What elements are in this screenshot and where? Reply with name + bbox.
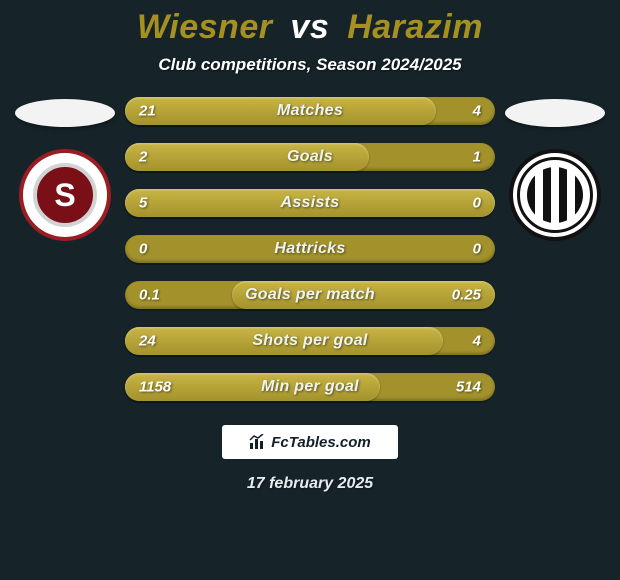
stat-value-right: 1 [473, 149, 481, 166]
title-player1: Wiesner [137, 8, 272, 46]
title: Wiesner vs Harazim [137, 8, 483, 47]
player1-club-logo: S [19, 149, 111, 241]
title-player2: Harazim [347, 8, 483, 46]
stat-label: Shots per goal [125, 332, 495, 350]
left-player-column: S [5, 97, 125, 241]
stat-row: Min per goal1158 514 [125, 373, 495, 401]
stat-value-right: 4 [473, 333, 481, 350]
fctables-watermark: FcTables.com [222, 425, 398, 459]
stat-row: Goals2 1 [125, 143, 495, 171]
stat-value-right: 0 [473, 241, 481, 258]
stat-label: Goals [125, 148, 495, 166]
stat-value-left: 5 [139, 195, 147, 212]
stat-row: Goals per match0.1 0.25 [125, 281, 495, 309]
stat-label: Goals per match [125, 286, 495, 304]
subtitle: Club competitions, Season 2024/2025 [158, 55, 461, 75]
stat-value-right: 4 [473, 103, 481, 120]
stat-row: Hattricks0 0 [125, 235, 495, 263]
title-vs: vs [290, 8, 329, 46]
comparison-area: S Matches214Goals21Assists50Hattricks00G… [0, 97, 620, 401]
stat-value-right: 0 [473, 195, 481, 212]
stat-value-left: 0.1 [139, 287, 160, 304]
stat-row: Matches21 4 [125, 97, 495, 125]
stat-label: Hattricks [125, 240, 495, 258]
stat-value-left: 2 [139, 149, 147, 166]
stat-row: Assists5 0 [125, 189, 495, 217]
stat-label: Assists [125, 194, 495, 212]
chart-icon [249, 434, 267, 450]
sparta-letter: S [33, 163, 97, 227]
stat-row: Shots per goal24 4 [125, 327, 495, 355]
infographic-root: Wiesner vs Harazim Club competitions, Se… [0, 0, 620, 580]
right-player-column [495, 97, 615, 241]
fctables-label: FcTables.com [271, 434, 370, 451]
player1-flag [15, 99, 115, 127]
stat-value-right: 514 [456, 379, 481, 396]
stat-value-left: 24 [139, 333, 156, 350]
stat-value-left: 1158 [139, 379, 171, 396]
player2-club-logo [509, 149, 601, 241]
stat-value-right: 0.25 [452, 287, 481, 304]
stat-label: Matches [125, 102, 495, 120]
stat-value-left: 21 [139, 103, 156, 120]
player2-flag [505, 99, 605, 127]
date-label: 17 february 2025 [247, 475, 373, 493]
stat-bars: Matches214Goals21Assists50Hattricks00Goa… [125, 97, 495, 401]
stat-value-left: 0 [139, 241, 147, 258]
stat-label: Min per goal [125, 378, 495, 396]
